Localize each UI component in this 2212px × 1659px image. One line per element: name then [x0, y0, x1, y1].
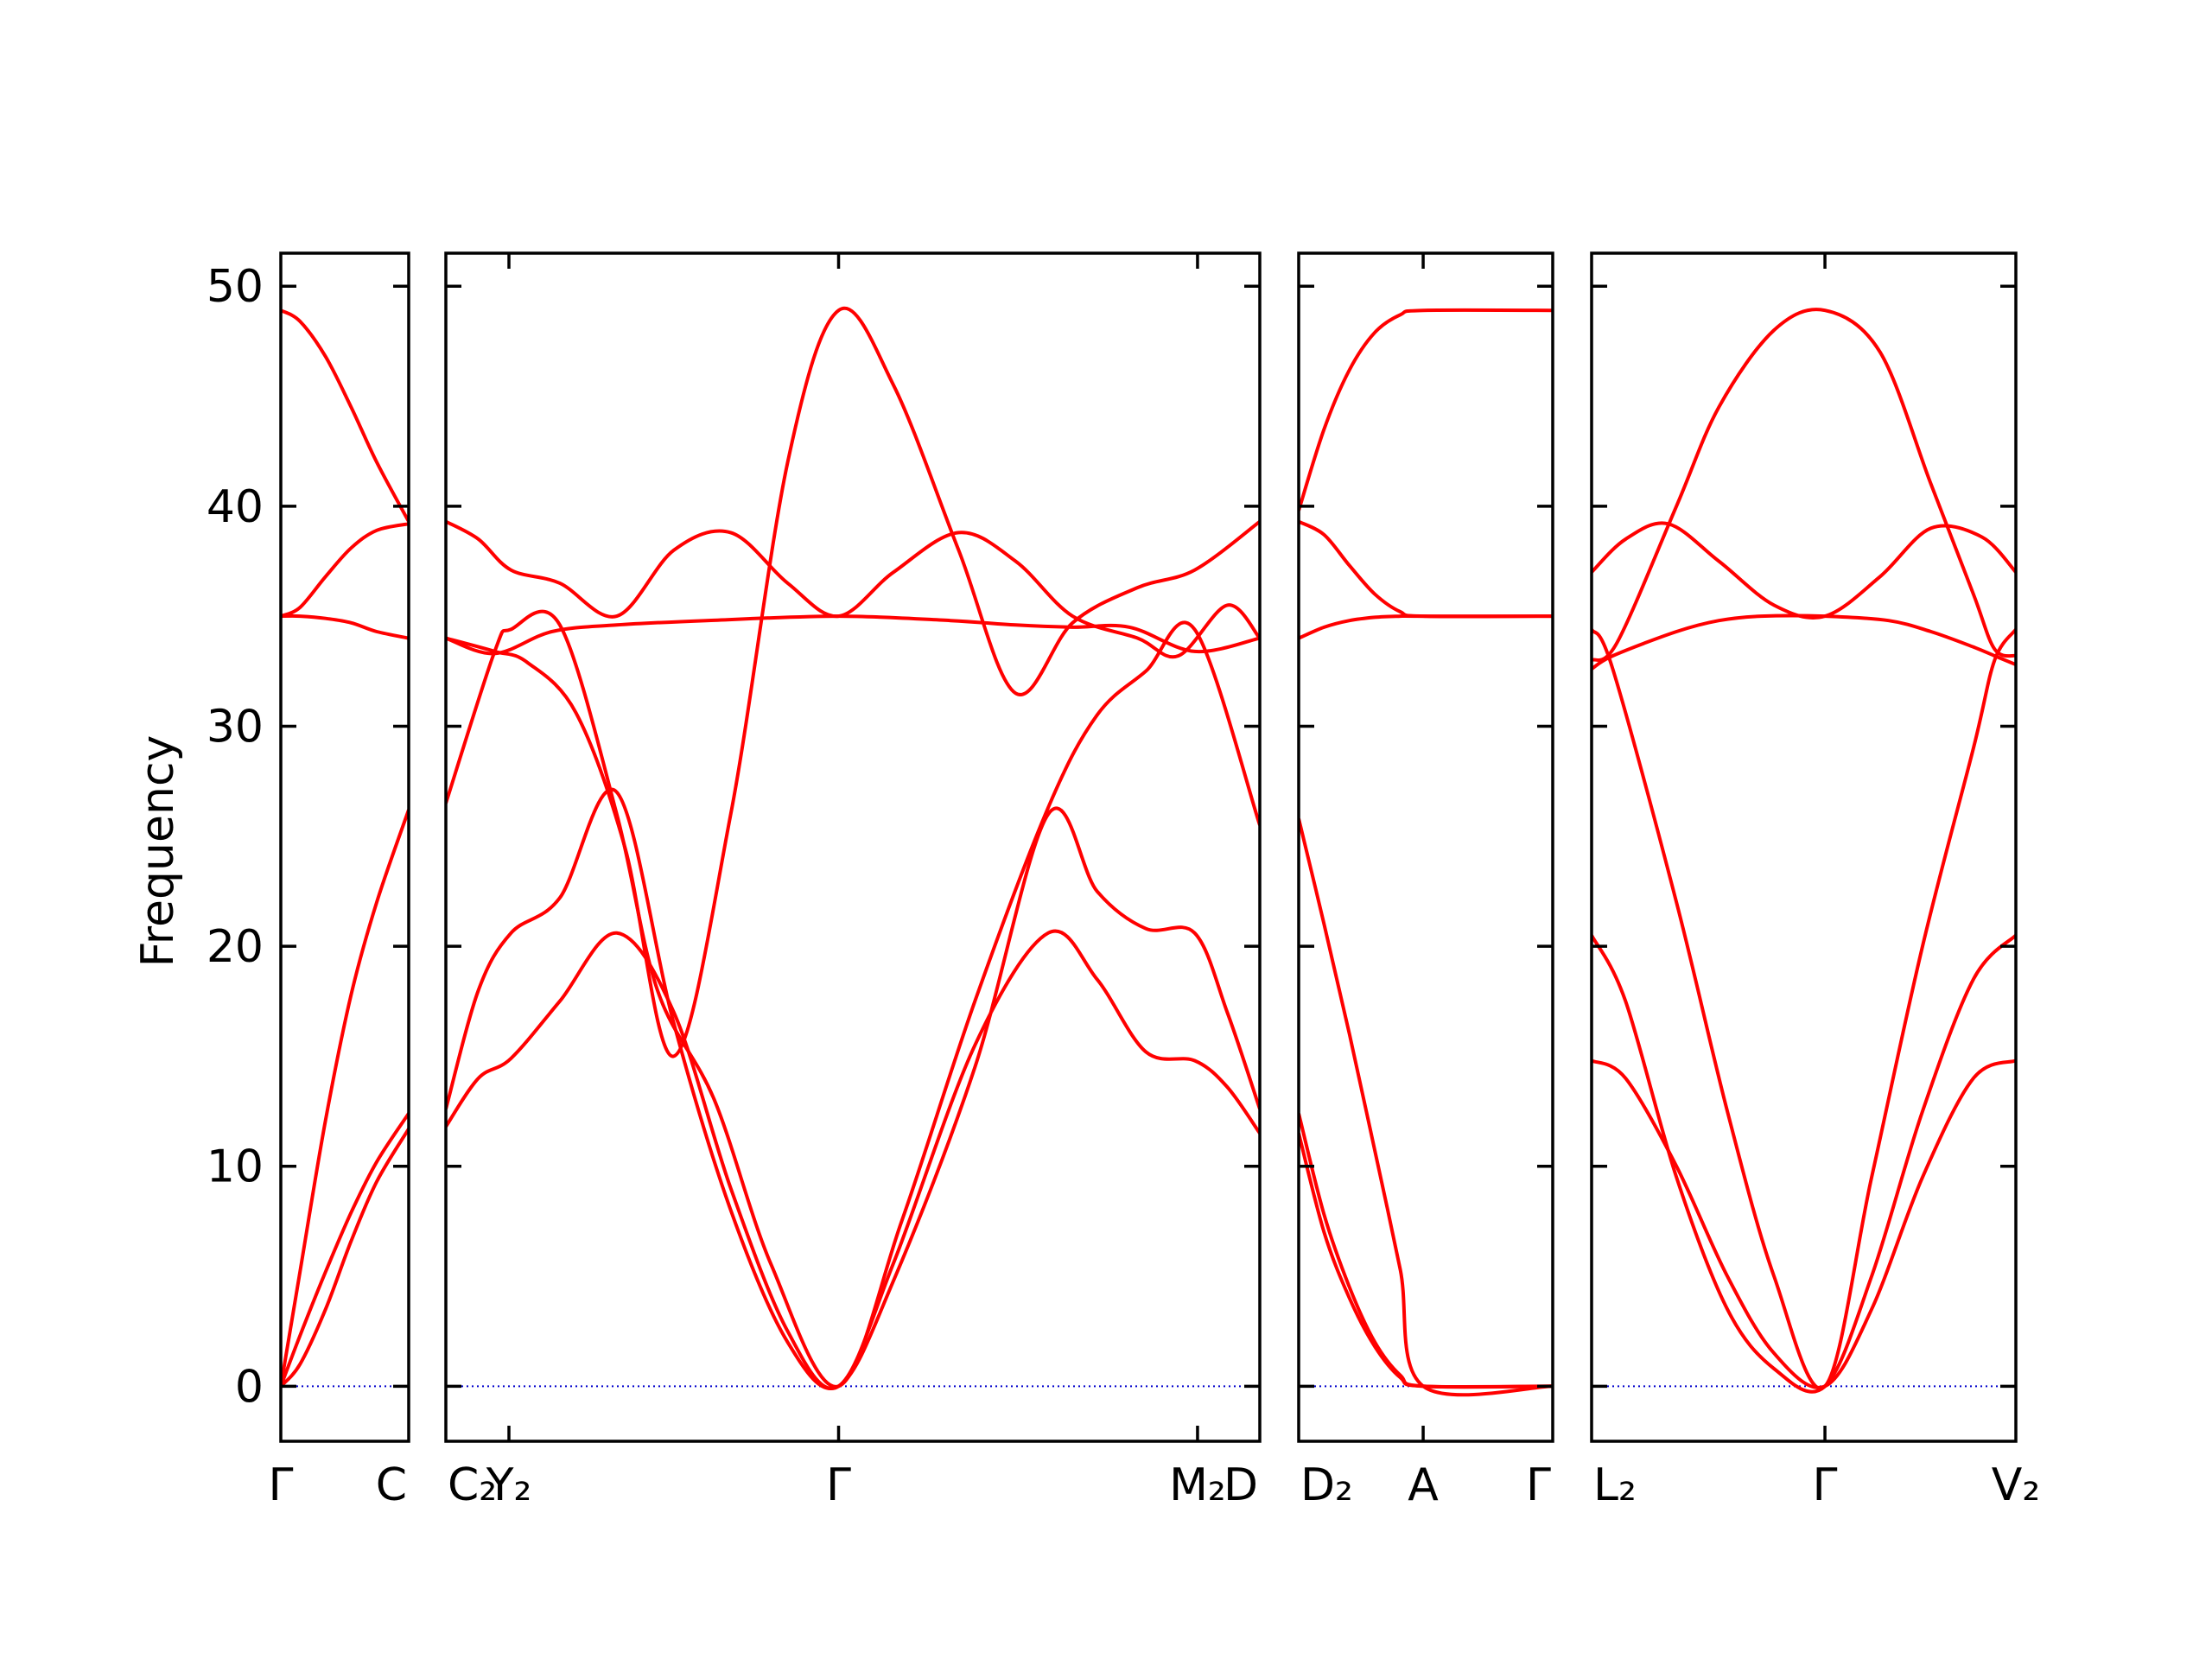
kpoint-label: C [376, 1459, 407, 1511]
band-line [446, 787, 1260, 1390]
kpoint-label: Γ [826, 1459, 851, 1511]
y-tick-label: 30 [207, 701, 264, 753]
band-line [1592, 521, 2016, 620]
band-line [1592, 933, 2016, 1394]
band-line [1299, 614, 1553, 640]
y-tick-label: 0 [235, 1361, 264, 1413]
band-line [281, 1128, 409, 1388]
y-tick-label: 10 [207, 1141, 264, 1193]
band-line [1299, 1113, 1553, 1389]
band-line [1592, 1058, 2016, 1389]
kpoint-label: Γ [1813, 1459, 1838, 1511]
panel-4: L₂ Γ V₂ [1590, 251, 2040, 1511]
band-line [446, 614, 1260, 656]
kpoint-label: L₂ [1593, 1459, 1637, 1511]
band-line [446, 306, 1260, 1058]
band-line [446, 609, 1260, 1389]
kpoint-label: Y₂ [486, 1459, 532, 1511]
band-line [281, 1112, 409, 1388]
panel-frame [279, 251, 410, 1443]
band-line [1299, 519, 1553, 619]
panel-frame [1590, 251, 2018, 1443]
panel-3: D₂ A Γ [1297, 251, 1554, 1511]
band-line [1299, 1133, 1553, 1389]
band-line [1592, 613, 2016, 671]
kpoint-label: Γ [269, 1459, 294, 1511]
y-tick-label: 20 [207, 921, 264, 973]
band-line [446, 929, 1260, 1390]
kpoint-label: D₂ [1300, 1459, 1353, 1511]
band-line [1299, 817, 1553, 1397]
kpoint-label: D [1224, 1459, 1258, 1511]
panel-frame [444, 251, 1262, 1443]
band-line [281, 613, 409, 640]
band-line [1592, 308, 2016, 662]
band-line [281, 308, 409, 523]
kpoint-label: Γ [1526, 1459, 1551, 1511]
band-line [281, 522, 409, 618]
kpoint-label: A [1408, 1459, 1439, 1511]
y-tick-label: 40 [207, 481, 264, 533]
kpoint-label: C₂ [448, 1459, 497, 1511]
y-axis-label: Frequency [132, 735, 184, 968]
kpoint-label: V₂ [1992, 1459, 2040, 1511]
panel-frame [1297, 251, 1554, 1443]
band-line [281, 809, 409, 1387]
band-line [1299, 308, 1553, 512]
band-line [1592, 628, 2016, 1390]
kpoint-label: M₂ [1169, 1459, 1226, 1511]
band-line [446, 519, 1260, 659]
y-tick-label: 50 [207, 261, 264, 313]
